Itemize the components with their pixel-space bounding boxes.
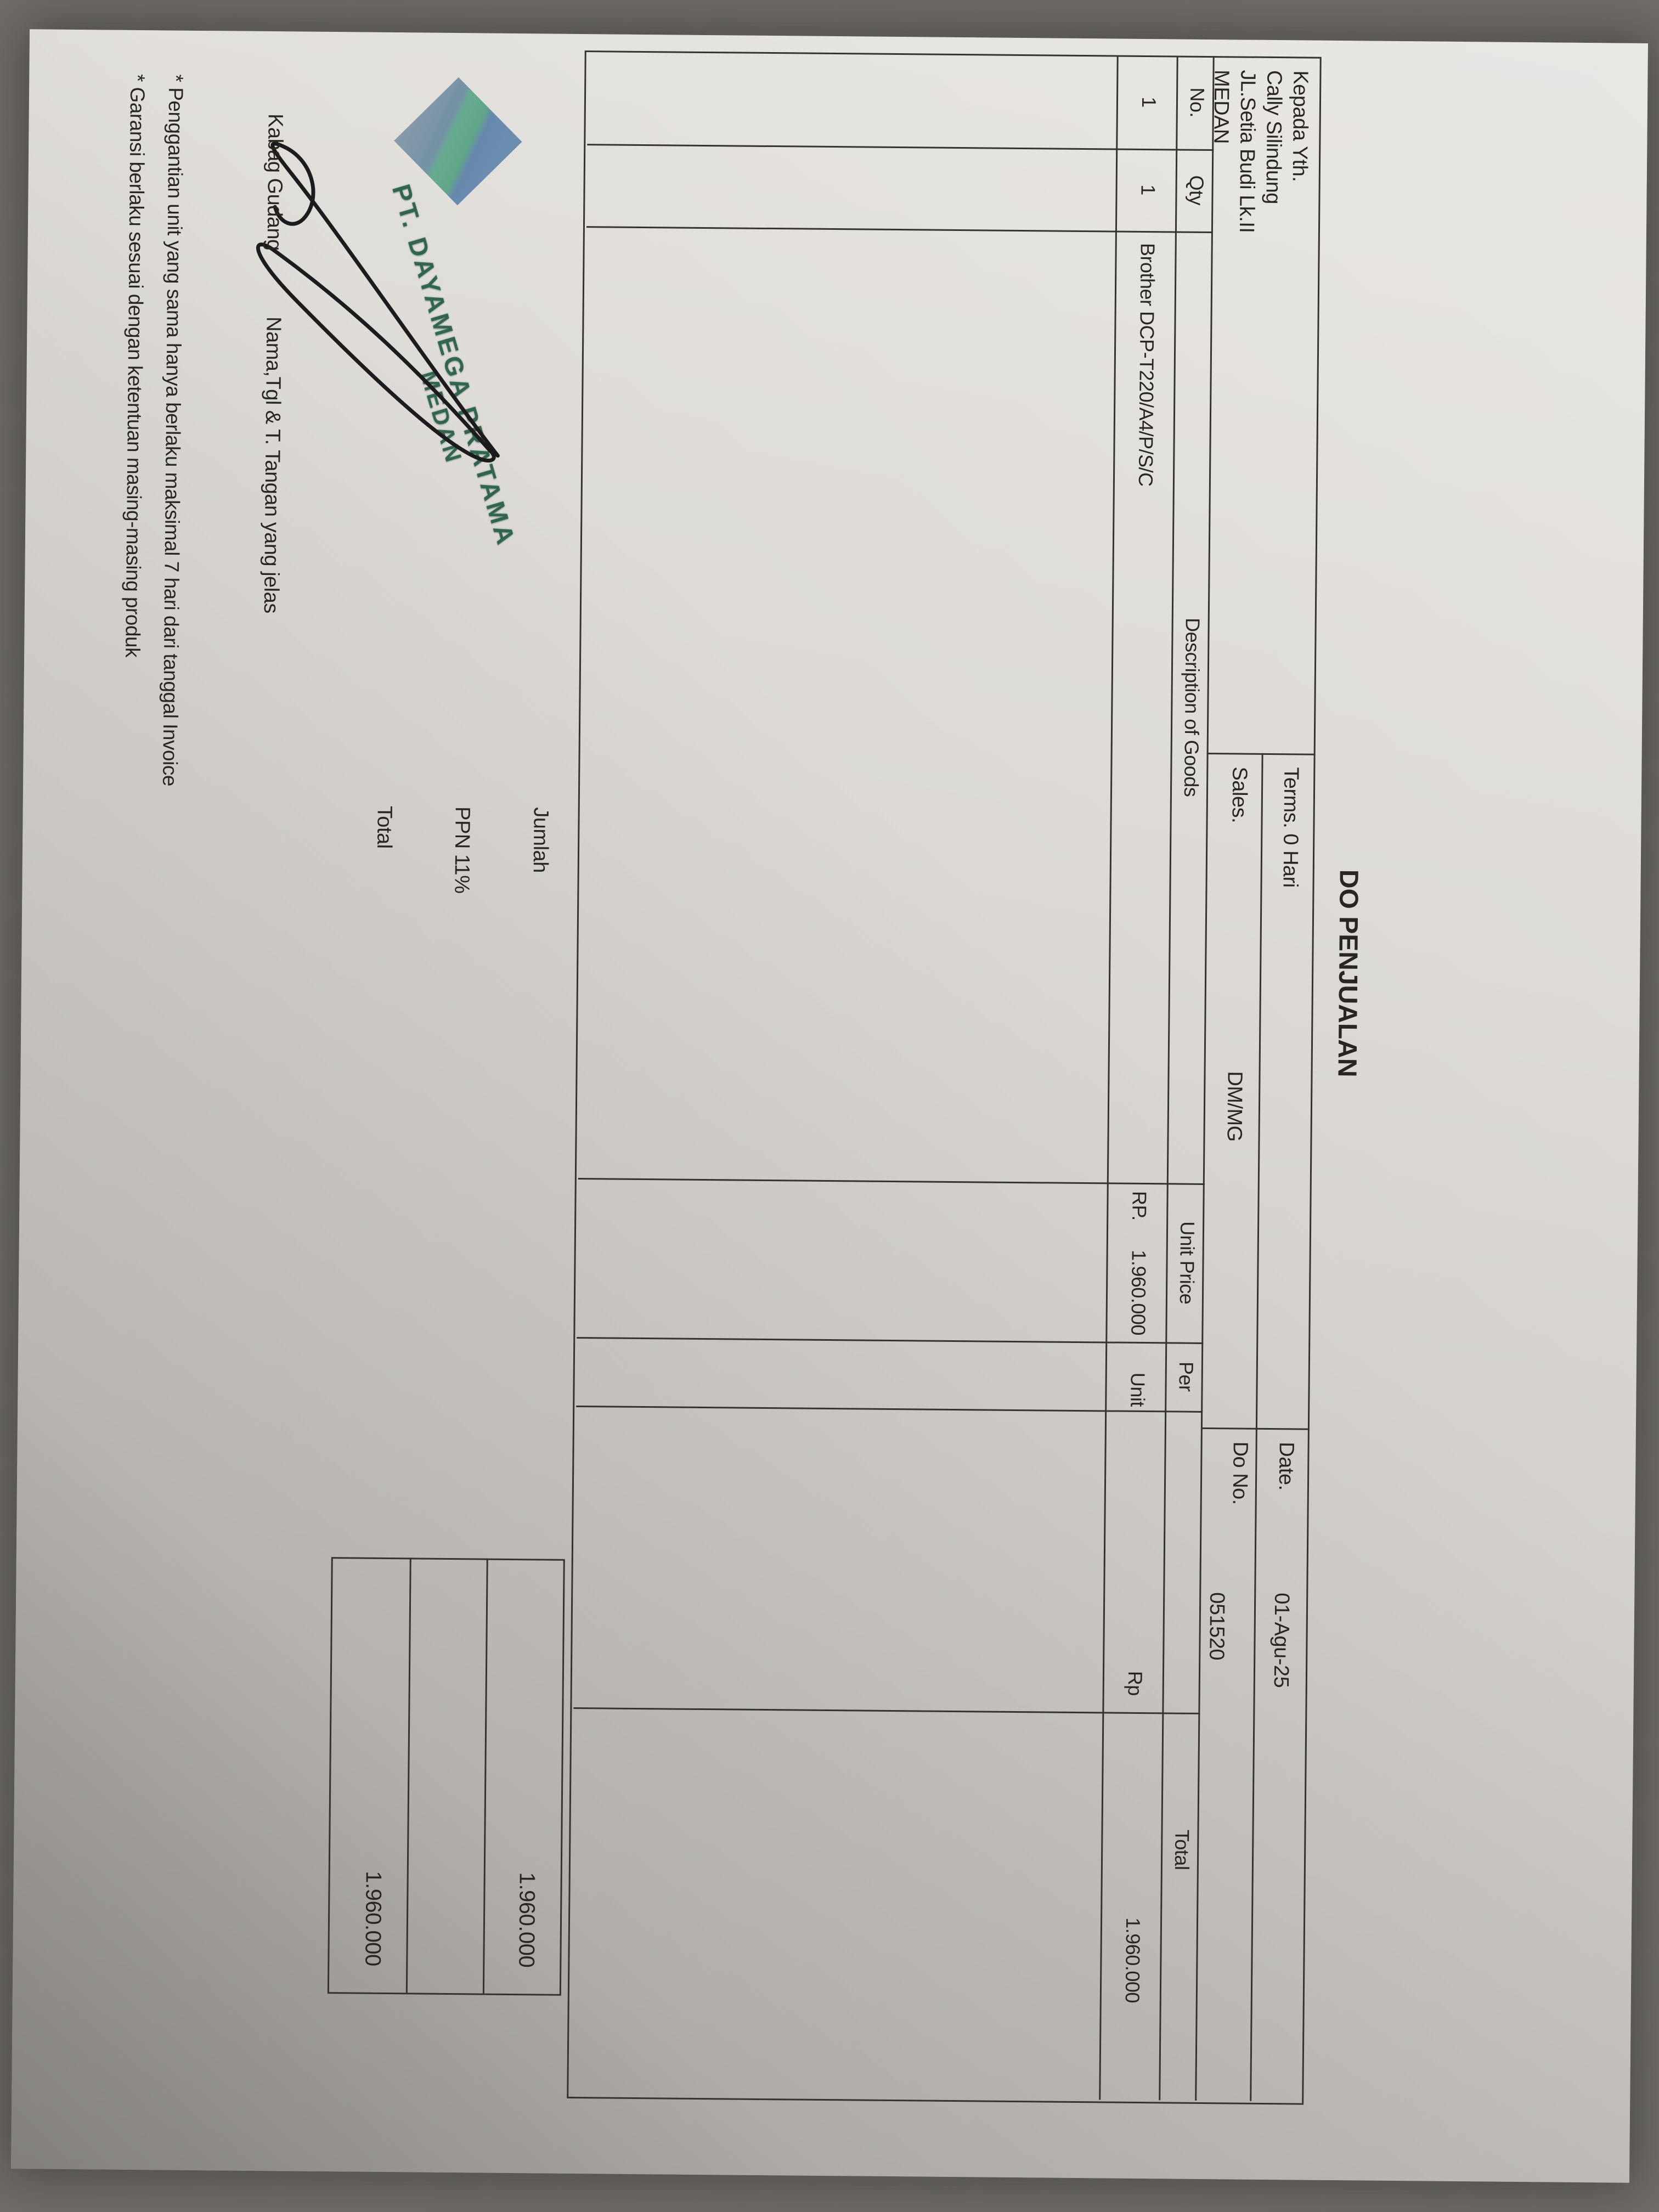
warehouse-head-label: Kabag Gudang — [262, 113, 287, 251]
do-no-value: 051520 — [1205, 1592, 1229, 1661]
header-per: Per — [1175, 1361, 1198, 1392]
summary-total-label: Total — [373, 805, 396, 849]
header-total: Total — [1170, 1829, 1194, 1870]
footnote-warranty: * Garansi berlaku sesuai dengan ketentua… — [121, 74, 149, 658]
page-title: DO PENJUALAN — [1332, 869, 1363, 1077]
signature — [256, 142, 500, 462]
summary-ppn-label: PPN 11% — [450, 806, 474, 894]
cell-no: 1 — [1137, 97, 1161, 108]
header-unit-price: Unit Price — [1175, 1221, 1199, 1305]
form-outer-border — [567, 50, 1322, 2105]
header-no: No. — [1186, 87, 1209, 118]
summary-jumlah-value: 1.960.000 — [514, 1872, 539, 1968]
cell-total: 1.960.000 — [1121, 1917, 1145, 2004]
terms-label: Terms. 0 Hari — [1278, 767, 1303, 888]
cell-per: Unit — [1126, 1372, 1149, 1407]
sales-value: DM/MG — [1222, 1071, 1246, 1142]
header-qty: Qty — [1185, 175, 1208, 206]
name-date-signature-note: Nama,Tgl & T. Tangan yang jelas — [259, 316, 285, 614]
date-value: 01-Agu-25 — [1269, 1593, 1294, 1688]
summary-total-value: 1.960.000 — [360, 1871, 386, 1966]
cell-description: Brother DCP-T220/A4/P/S/C — [1134, 242, 1159, 487]
sales-delivery-form: DO PENJUALAN Kepada Yth. Cally Silindung… — [11, 29, 1648, 2183]
recipient-name: Cally Silindung — [1261, 70, 1286, 205]
cell-qty: 1 — [1137, 184, 1160, 195]
footnote-replacement: * Penggantian unit yang sama hanya berla… — [159, 74, 188, 787]
cell-unit-price: 1.960.000 — [1127, 1250, 1150, 1336]
recipient-label: Kepada Yth. — [1288, 70, 1312, 182]
summary-jumlah-label: Jumlah — [528, 807, 552, 873]
cell-currency: Rp — [1124, 1671, 1147, 1696]
recipient-address: JL.Setia Budi Lk.II — [1234, 70, 1260, 233]
sales-label: Sales. — [1227, 766, 1251, 823]
do-no-label: Do No. — [1228, 1441, 1252, 1505]
date-label: Date. — [1274, 1442, 1298, 1491]
